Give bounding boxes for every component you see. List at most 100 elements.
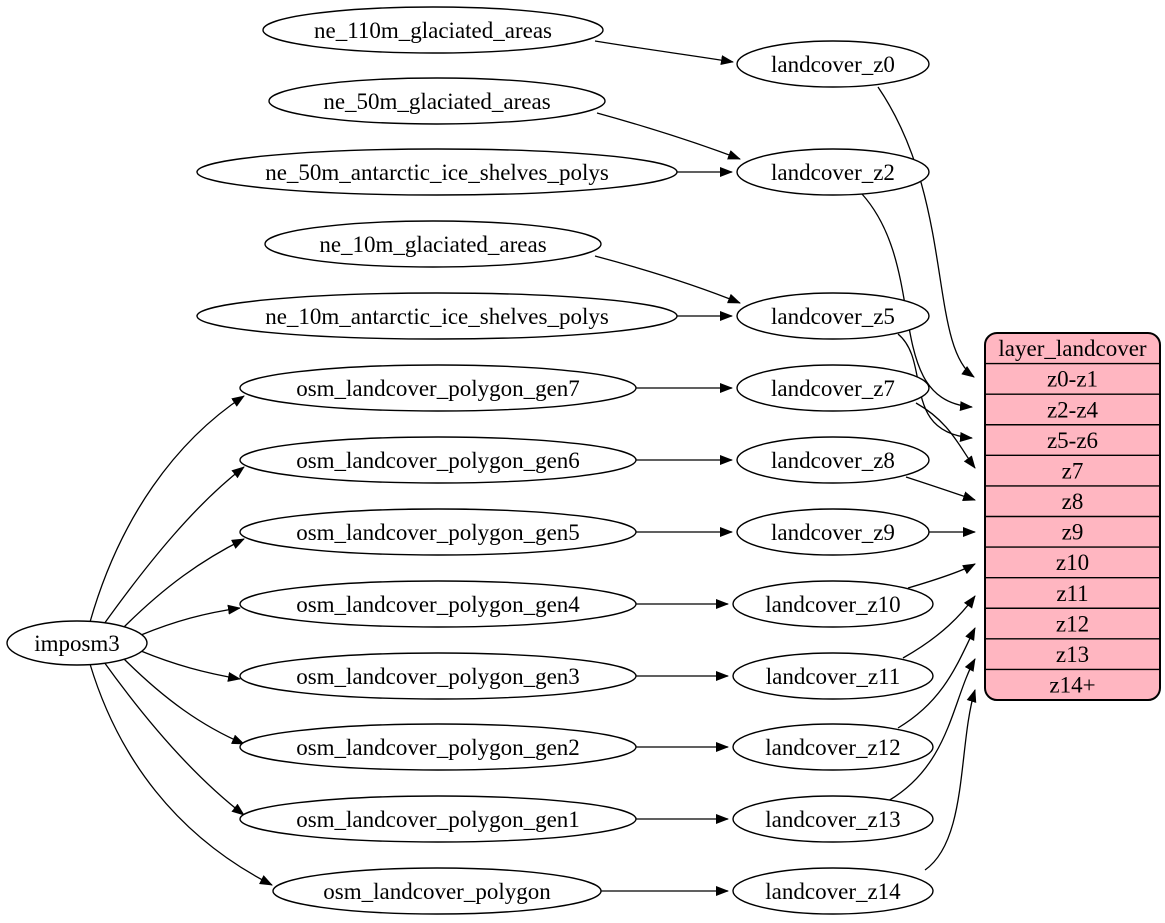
node-ne_50m_glaciated_areas: ne_50m_glaciated_areas bbox=[268, 77, 606, 125]
node-ellipse-osm_landcover_polygon bbox=[272, 867, 602, 915]
node-ellipse-landcover_z9 bbox=[736, 508, 930, 556]
node-label-landcover_z12: landcover_z12 bbox=[765, 735, 900, 760]
edge-imposm3--osm_landcover_polygon_gen1 bbox=[103, 661, 245, 816]
node-osm_landcover_polygon_gen6: osm_landcover_polygon_gen6 bbox=[239, 436, 637, 484]
node-landcover_z9: landcover_z9 bbox=[736, 508, 930, 556]
record-row-z0-z1: z0-z1 bbox=[1047, 367, 1098, 392]
node-landcover_z8: landcover_z8 bbox=[736, 436, 930, 484]
node-ellipse-ne_10m_antarctic_ice_shelves_polys bbox=[196, 292, 678, 340]
record-row-z9: z9 bbox=[1062, 520, 1084, 545]
node-ne_10m_antarctic_ice_shelves_polys: ne_10m_antarctic_ice_shelves_polys bbox=[196, 292, 678, 340]
record-row-z8: z8 bbox=[1062, 489, 1084, 514]
node-landcover_z7: landcover_z7 bbox=[736, 364, 930, 412]
node-label-landcover_z8: landcover_z8 bbox=[771, 448, 895, 473]
node-label-osm_landcover_polygon_gen6: osm_landcover_polygon_gen6 bbox=[296, 448, 580, 473]
node-landcover_z10: landcover_z10 bbox=[732, 580, 934, 628]
node-osm_landcover_polygon_gen5: osm_landcover_polygon_gen5 bbox=[239, 508, 637, 556]
node-ellipse-landcover_z10 bbox=[732, 580, 934, 628]
node-label-landcover_z13: landcover_z13 bbox=[765, 807, 900, 832]
node-label-osm_landcover_polygon_gen1: osm_landcover_polygon_gen1 bbox=[296, 807, 580, 832]
node-landcover_z14: landcover_z14 bbox=[732, 867, 934, 915]
node-landcover_z12: landcover_z12 bbox=[732, 723, 934, 771]
node-label-ne_50m_antarctic_ice_shelves_polys: ne_50m_antarctic_ice_shelves_polys bbox=[265, 160, 609, 185]
node-ellipse-landcover_z2 bbox=[736, 148, 930, 196]
record-row-z14+: z14+ bbox=[1049, 673, 1095, 698]
node-label-landcover_z2: landcover_z2 bbox=[771, 160, 895, 185]
node-ellipse-landcover_z8 bbox=[736, 436, 930, 484]
record-title: layer_landcover bbox=[998, 336, 1146, 361]
node-ellipse-osm_landcover_polygon_gen3 bbox=[239, 652, 637, 700]
node-label-ne_10m_antarctic_ice_shelves_polys: ne_10m_antarctic_ice_shelves_polys bbox=[265, 304, 609, 329]
node-landcover_z0: landcover_z0 bbox=[736, 40, 930, 88]
node-ellipse-landcover_z11 bbox=[732, 652, 934, 700]
node-ellipse-imposm3 bbox=[6, 620, 148, 666]
edge-landcover_z7--layer_landcover.z7 bbox=[915, 402, 976, 469]
node-label-imposm3: imposm3 bbox=[34, 631, 120, 656]
node-label-landcover_z5: landcover_z5 bbox=[771, 304, 895, 329]
node-label-landcover_z0: landcover_z0 bbox=[771, 52, 895, 77]
record-row-z5-z6: z5-z6 bbox=[1047, 428, 1098, 453]
record-row-z2-z4: z2-z4 bbox=[1047, 397, 1099, 422]
node-ellipse-osm_landcover_polygon_gen2 bbox=[239, 723, 637, 771]
node-label-landcover_z11: landcover_z11 bbox=[766, 664, 901, 689]
edge-ne_10m_glaciated_areas--landcover_z5 bbox=[594, 255, 741, 304]
node-ellipse-osm_landcover_polygon_gen4 bbox=[239, 580, 637, 628]
edge-imposm3--osm_landcover_polygon_gen4 bbox=[140, 604, 241, 636]
node-ellipse-osm_landcover_polygon_gen7 bbox=[239, 364, 637, 412]
node-osm_landcover_polygon_gen7: osm_landcover_polygon_gen7 bbox=[239, 364, 637, 412]
edge-imposm3--osm_landcover_polygon_gen6 bbox=[103, 466, 245, 625]
node-ellipse-landcover_z5 bbox=[736, 292, 930, 340]
node-ellipse-landcover_z7 bbox=[736, 364, 930, 412]
node-ne_110m_glaciated_areas: ne_110m_glaciated_areas bbox=[262, 6, 604, 54]
record-layer_landcover: layer_landcover z0-z1 z2-z4 z5-z6 z7 z8 z9 z10 z… bbox=[984, 332, 1161, 701]
node-label-ne_110m_glaciated_areas: ne_110m_glaciated_areas bbox=[314, 18, 552, 43]
record-row-z13: z13 bbox=[1056, 642, 1089, 667]
node-label-osm_landcover_polygon_gen5: osm_landcover_polygon_gen5 bbox=[296, 520, 580, 545]
node-label-ne_50m_glaciated_areas: ne_50m_glaciated_areas bbox=[323, 89, 550, 114]
node-landcover_z13: landcover_z13 bbox=[732, 795, 934, 843]
edge-landcover_z10--layer_landcover.z10 bbox=[907, 563, 976, 589]
node-osm_landcover_polygon_gen4: osm_landcover_polygon_gen4 bbox=[239, 580, 637, 628]
edge-ne_110m_glaciated_areas--landcover_z0 bbox=[594, 40, 734, 66]
node-label-landcover_z7: landcover_z7 bbox=[771, 376, 895, 401]
node-ne_50m_antarctic_ice_shelves_polys: ne_50m_antarctic_ice_shelves_polys bbox=[196, 148, 678, 196]
edge-landcover_z8--layer_landcover.z8 bbox=[905, 476, 976, 501]
edge-imposm3--osm_landcover_polygon_gen3 bbox=[140, 650, 241, 682]
node-osm_landcover_polygon_gen3: osm_landcover_polygon_gen3 bbox=[239, 652, 637, 700]
node-landcover_z5: landcover_z5 bbox=[736, 292, 930, 340]
node-layer: imposm3 ne_110m_glaciated_areas landcover_… bbox=[6, 6, 934, 915]
node-ellipse-osm_landcover_polygon_gen6 bbox=[239, 436, 637, 484]
node-label-osm_landcover_polygon_gen7: osm_landcover_polygon_gen7 bbox=[296, 376, 580, 401]
node-imposm3: imposm3 bbox=[6, 620, 148, 666]
node-osm_landcover_polygon_gen1: osm_landcover_polygon_gen1 bbox=[239, 795, 637, 843]
node-ellipse-osm_landcover_polygon_gen5 bbox=[239, 508, 637, 556]
node-ellipse-ne_50m_glaciated_areas bbox=[268, 77, 606, 125]
edge-landcover_z14--layer_landcover.z14+ bbox=[924, 689, 977, 871]
edge-landcover_z11--layer_landcover.z11 bbox=[902, 595, 976, 659]
node-ne_10m_glaciated_areas: ne_10m_glaciated_areas bbox=[264, 220, 602, 268]
node-label-osm_landcover_polygon_gen3: osm_landcover_polygon_gen3 bbox=[296, 664, 580, 689]
node-ellipse-landcover_z14 bbox=[732, 867, 934, 915]
edge-ne_50m_glaciated_areas--landcover_z2 bbox=[596, 112, 741, 160]
node-ellipse-ne_10m_glaciated_areas bbox=[264, 220, 602, 268]
node-label-osm_landcover_polygon_gen4: osm_landcover_polygon_gen4 bbox=[296, 592, 580, 617]
edge-landcover_z0--layer_landcover.z0-z1 bbox=[877, 86, 975, 378]
edge-layer bbox=[89, 40, 977, 896]
node-landcover_z11: landcover_z11 bbox=[732, 652, 934, 700]
node-label-landcover_z9: landcover_z9 bbox=[771, 520, 895, 545]
record-row-z12: z12 bbox=[1056, 611, 1089, 636]
node-label-landcover_z14: landcover_z14 bbox=[765, 879, 901, 904]
edge-landcover_z12--layer_landcover.z12 bbox=[897, 627, 976, 729]
node-ellipse-landcover_z0 bbox=[736, 40, 930, 88]
node-label-landcover_z10: landcover_z10 bbox=[765, 592, 900, 617]
node-label-osm_landcover_polygon: osm_landcover_polygon bbox=[323, 879, 551, 904]
node-ellipse-ne_110m_glaciated_areas bbox=[262, 6, 604, 54]
node-ellipse-ne_50m_antarctic_ice_shelves_polys bbox=[196, 148, 678, 196]
edge-imposm3--osm_landcover_polygon bbox=[89, 663, 273, 886]
node-landcover_z2: landcover_z2 bbox=[736, 148, 930, 196]
edge-imposm3--osm_landcover_polygon_gen7 bbox=[89, 395, 245, 623]
record-row-z7: z7 bbox=[1062, 458, 1084, 483]
record-row-z10: z10 bbox=[1056, 550, 1089, 575]
